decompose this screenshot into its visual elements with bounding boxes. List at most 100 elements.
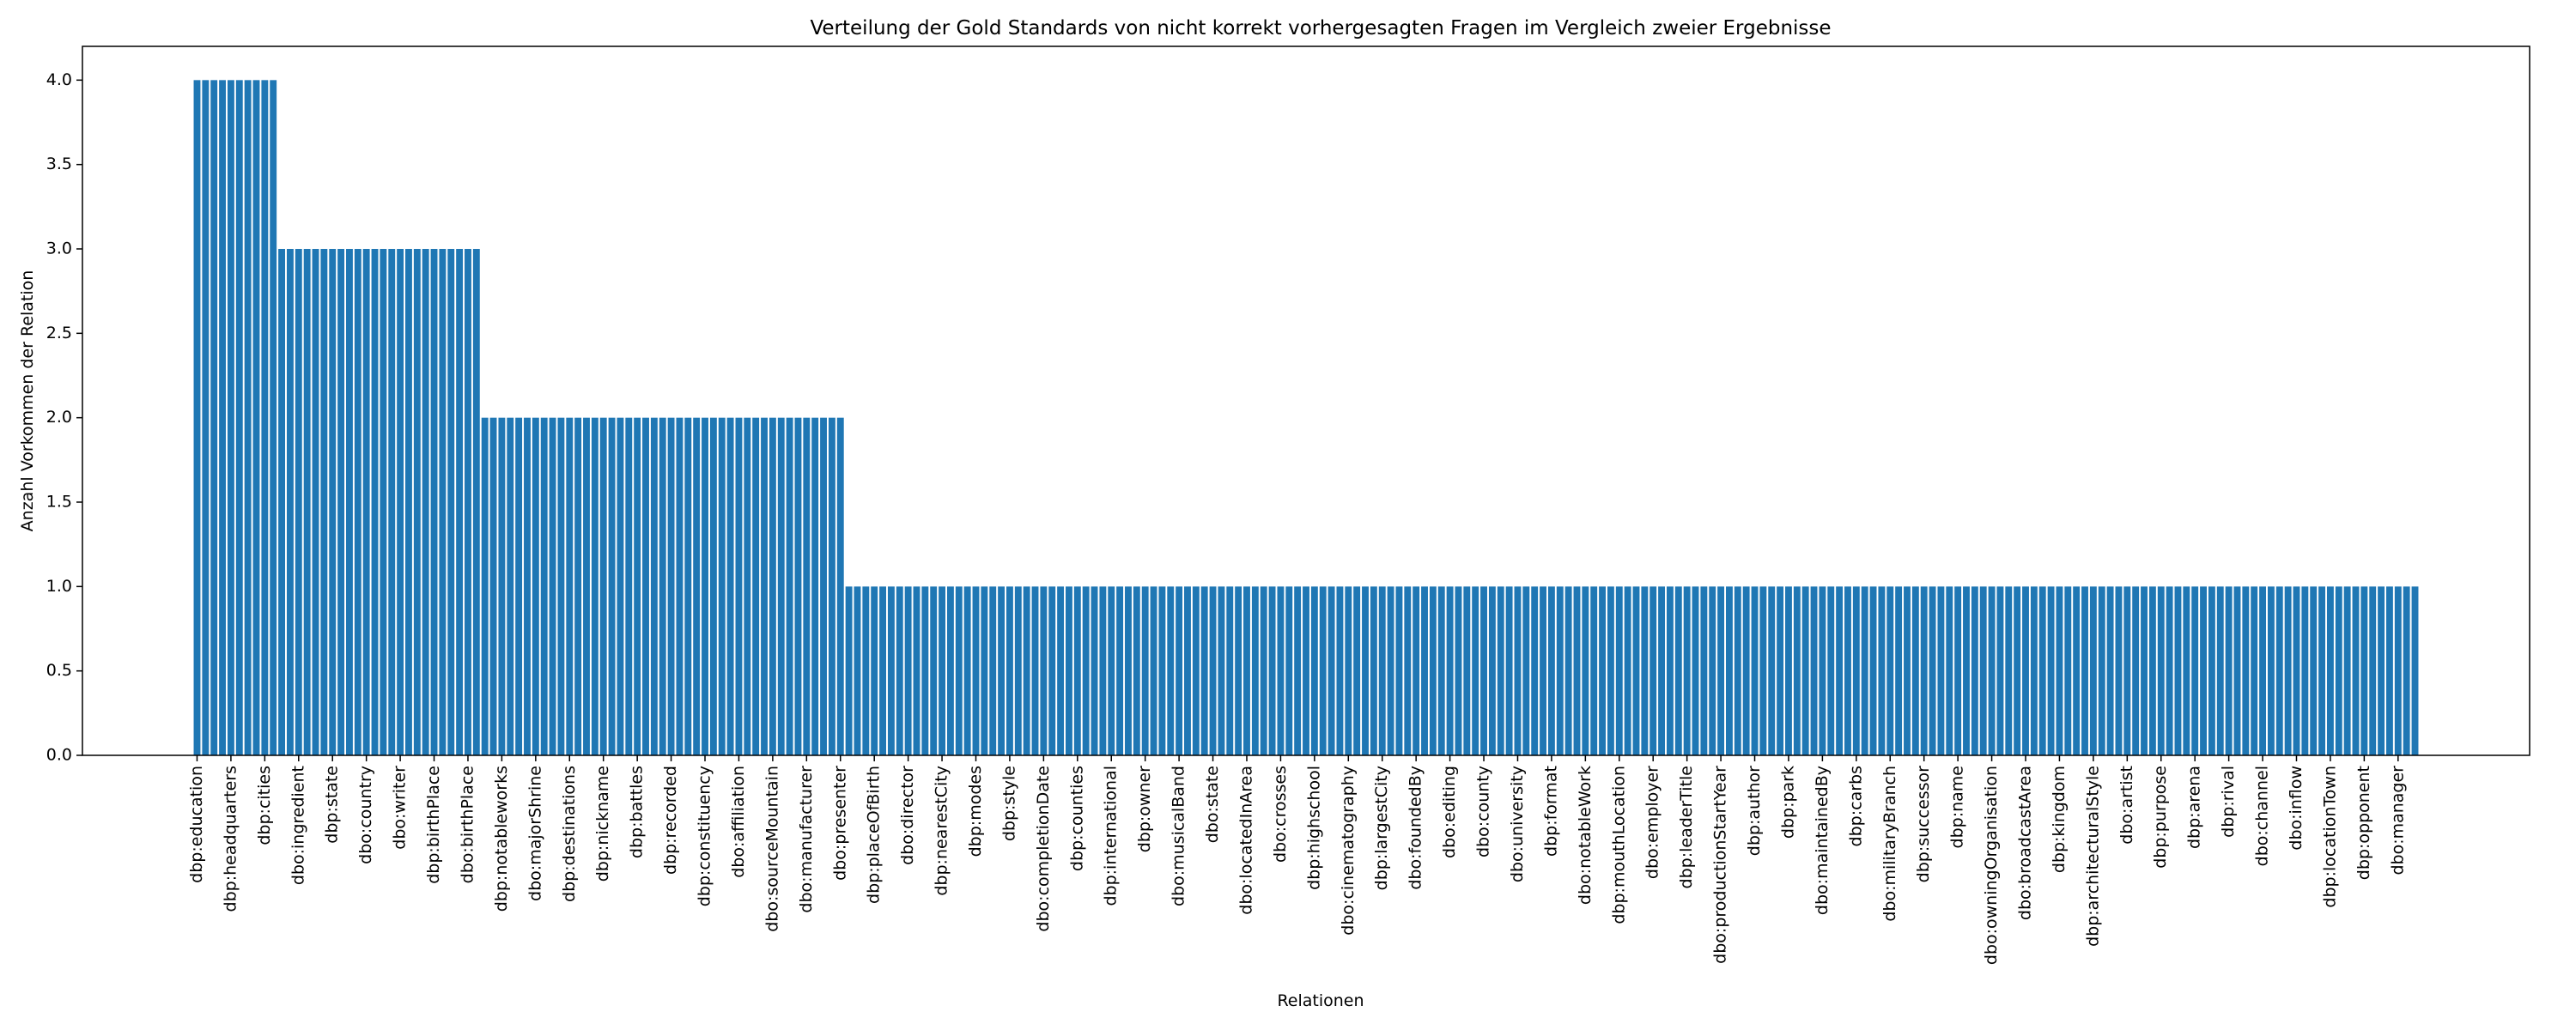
bar <box>2200 586 2207 755</box>
bar <box>1472 586 1479 755</box>
x-tick-label: dbo:manager <box>2388 766 2407 876</box>
bar <box>676 417 683 755</box>
bar <box>532 417 539 755</box>
y-tick-label: 1.0 <box>46 577 72 596</box>
bar <box>1904 586 1911 755</box>
bar <box>2014 586 2021 755</box>
bar <box>1692 586 1699 755</box>
x-tick-label: dbp:modes <box>966 766 985 857</box>
x-tick-label: dbp:leaderTitle <box>1677 766 1696 888</box>
bar <box>507 417 514 755</box>
bar <box>1421 586 1428 755</box>
bar <box>202 80 210 756</box>
bar <box>1455 586 1462 755</box>
bar <box>1040 586 1048 755</box>
bar <box>278 249 286 755</box>
bar <box>1014 586 1022 755</box>
x-tick-label: dbo:employer <box>1643 766 1662 879</box>
bar <box>1243 586 1250 755</box>
bar <box>955 586 963 755</box>
x-tick-label: dbo:sourceMountain <box>762 766 781 932</box>
bar <box>2301 586 2309 755</box>
y-tick-label: 3.0 <box>46 239 72 258</box>
bar <box>2385 586 2393 755</box>
bar <box>625 417 633 755</box>
bar <box>1615 586 1623 755</box>
bar <box>1641 586 1649 755</box>
bar <box>1446 586 1454 755</box>
x-tick-label: dbo:country <box>356 766 375 864</box>
bar <box>972 586 980 755</box>
bar <box>2318 586 2326 755</box>
bar <box>1353 586 1361 755</box>
bar <box>286 249 294 755</box>
bar <box>1226 586 1234 755</box>
x-tick-label: dbp:kingdom <box>2050 766 2069 873</box>
bar <box>887 586 895 755</box>
bar <box>1531 586 1539 755</box>
bar <box>1285 586 1293 755</box>
x-tick-label: dbp:state <box>323 766 342 844</box>
x-tick-label: dbp:locationTown <box>2320 766 2339 908</box>
bar <box>862 586 870 755</box>
bar <box>227 80 234 756</box>
bar <box>1277 586 1285 755</box>
x-tick-label: dbo:completionDate <box>1034 766 1053 932</box>
bar <box>405 249 412 755</box>
bar <box>828 417 835 755</box>
bar <box>1336 586 1344 755</box>
bar <box>845 586 853 755</box>
x-tick-label: dbo:notableWork <box>1576 766 1595 905</box>
x-tick-label: dbo:crosses <box>1271 766 1290 863</box>
x-tick-label: dbp:constituency <box>696 766 714 906</box>
x-tick-label: dbp:international <box>1102 766 1121 906</box>
bar <box>498 417 506 755</box>
bar <box>1751 586 1759 755</box>
x-tick-label: dbp:recorded <box>661 766 680 875</box>
bar <box>2174 586 2182 755</box>
x-tick-label: dbp:carbs <box>1846 766 1865 846</box>
bar <box>320 249 328 755</box>
x-tick-label: dbp:education <box>187 766 206 883</box>
bar <box>574 417 582 755</box>
bar <box>1819 586 1826 755</box>
bar <box>1235 586 1242 755</box>
x-axis-label: Relationen <box>1277 991 1364 1010</box>
bar <box>998 586 1005 755</box>
bar <box>1150 586 1157 755</box>
bar <box>2123 586 2131 755</box>
bar <box>1852 586 1860 755</box>
bar <box>2166 586 2173 755</box>
bar <box>726 417 734 755</box>
bar <box>2132 586 2140 755</box>
bar <box>1547 586 1555 755</box>
x-tick-label: dbo:university <box>1508 766 1527 882</box>
bar <box>2394 586 2402 755</box>
bar <box>583 417 590 755</box>
bar <box>1319 586 1327 755</box>
bar <box>354 249 361 755</box>
bar <box>1413 586 1420 755</box>
bar <box>1200 586 1208 755</box>
x-tick-label: dbp:destinations <box>560 766 579 902</box>
bar <box>1963 586 1970 755</box>
bar <box>854 586 861 755</box>
bar <box>1674 586 1682 755</box>
bar <box>1429 586 1437 755</box>
bar <box>650 417 658 755</box>
bar <box>1801 586 1809 755</box>
bar <box>1911 586 1919 755</box>
bar <box>1209 586 1217 755</box>
bar <box>1861 586 1868 755</box>
bar <box>634 417 641 755</box>
bar <box>1514 586 1522 755</box>
bar <box>489 417 497 755</box>
bar <box>1218 586 1225 755</box>
x-tick-label: dbp:purpose <box>2151 766 2170 869</box>
bar <box>2038 586 2046 755</box>
bar <box>540 417 548 755</box>
bar <box>1260 586 1267 755</box>
bar <box>2106 586 2114 755</box>
x-tick-label: dbo:musicalBand <box>1170 766 1188 906</box>
bar <box>2089 586 2097 755</box>
